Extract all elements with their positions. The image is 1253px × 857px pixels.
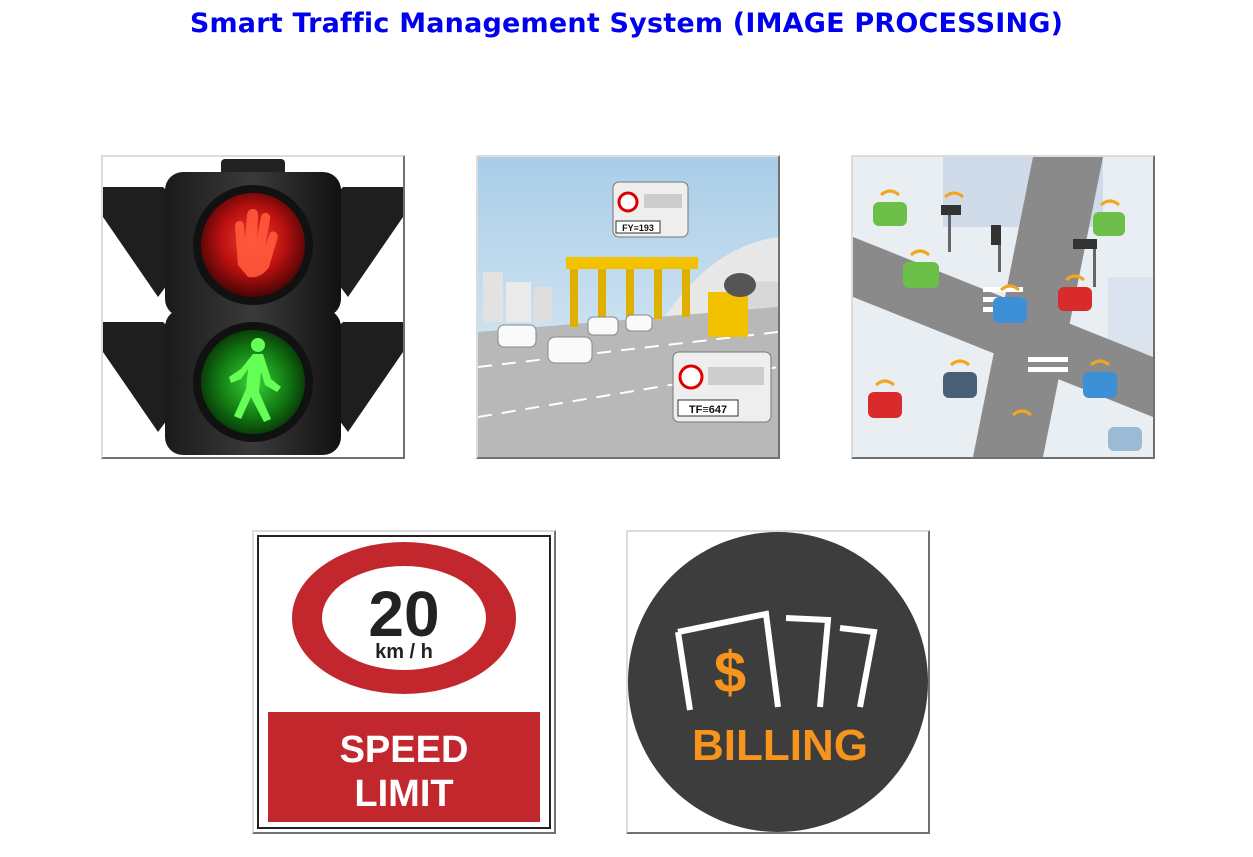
plate-panel-top: FY≡193 [612, 181, 689, 238]
speed-limit-sign-icon: 20 km / h SPEED LIMIT [254, 532, 554, 832]
billing-label: BILLING [692, 721, 868, 770]
billing-tile[interactable]: $ BILLING [626, 530, 930, 834]
plate-text-2: TF≡647 [689, 404, 727, 416]
speed-unit: km / h [375, 641, 433, 663]
speed-limit-tile[interactable]: 20 km / h SPEED LIMIT [252, 530, 556, 834]
plate-text-1: FY≡193 [622, 223, 654, 233]
connected-intersection-icon [853, 157, 1153, 457]
traffic-light-icon [103, 157, 403, 457]
currency-symbol: $ [714, 640, 746, 705]
sign-line-1: SPEED [340, 729, 469, 771]
speed-value: 20 [368, 578, 439, 650]
traffic-signal-tile[interactable] [101, 155, 405, 459]
plate-panel-bottom: TF≡647 [672, 351, 772, 423]
toll-plaza-icon: FY≡193 TF≡647 [478, 157, 778, 457]
sign-line-2: LIMIT [354, 773, 453, 815]
billing-icon: $ BILLING [628, 532, 928, 832]
toll-plaza-tile[interactable]: FY≡193 TF≡647 [476, 155, 780, 459]
smart-intersection-tile[interactable] [851, 155, 1155, 459]
page-title: Smart Traffic Management System (IMAGE P… [189, 8, 1064, 39]
